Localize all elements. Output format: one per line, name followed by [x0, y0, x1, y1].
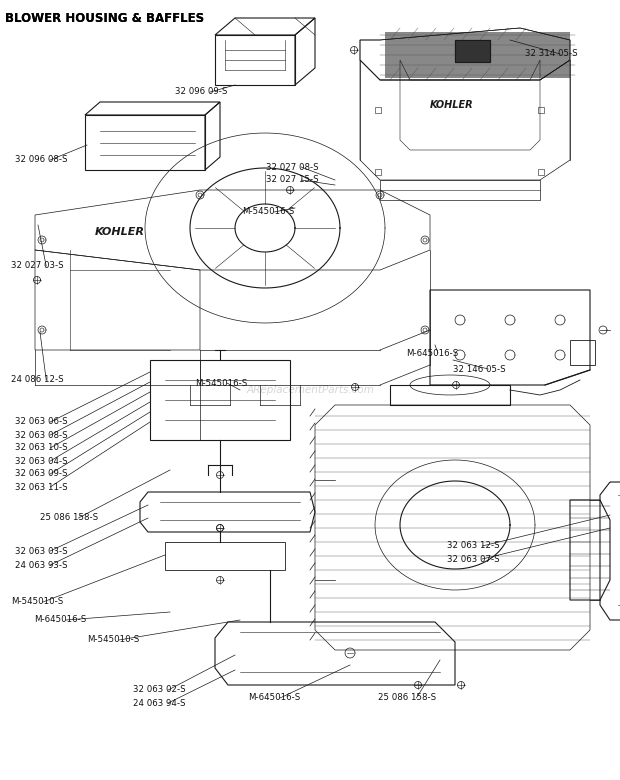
Text: 25 086 158-S: 25 086 158-S [378, 693, 436, 703]
Bar [375, 107, 381, 113]
Polygon shape [455, 40, 490, 62]
Bar [538, 169, 544, 175]
Text: 32 063 12-S: 32 063 12-S [447, 541, 500, 551]
Text: ARéplacementParts.com: ARéplacementParts.com [246, 385, 374, 395]
Text: 32 027 03-S: 32 027 03-S [11, 261, 64, 271]
Text: 32 027 08-S: 32 027 08-S [266, 162, 319, 172]
Text: KOHLER: KOHLER [430, 100, 474, 110]
Text: M-545010-S: M-545010-S [87, 636, 140, 644]
Text: 32 096 08-S: 32 096 08-S [15, 155, 68, 165]
Text: 32 027 15-S: 32 027 15-S [266, 176, 319, 185]
Text: 32 146 05-S: 32 146 05-S [453, 364, 506, 374]
Text: 32 063 04-S: 32 063 04-S [15, 456, 68, 466]
Text: 24 086 12-S: 24 086 12-S [11, 375, 64, 385]
Polygon shape [385, 32, 570, 78]
Bar [375, 169, 381, 175]
Text: KOHLER: KOHLER [95, 227, 145, 237]
Polygon shape [455, 40, 490, 62]
Text: M-645016-S: M-645016-S [34, 615, 86, 625]
Text: 32 096 09-S: 32 096 09-S [175, 87, 228, 97]
Text: M-645016-S: M-645016-S [406, 349, 458, 357]
Text: BLOWER HOUSING & BAFFLES: BLOWER HOUSING & BAFFLES [5, 12, 204, 25]
Text: BLOWER HOUSING & BAFFLES: BLOWER HOUSING & BAFFLES [5, 12, 204, 25]
Text: 32 063 06-S: 32 063 06-S [15, 417, 68, 427]
Text: M-545010-S: M-545010-S [11, 597, 63, 607]
Text: M-645016-S: M-645016-S [248, 693, 300, 703]
Text: 32 063 08-S: 32 063 08-S [15, 431, 68, 439]
Text: 32 063 02-S: 32 063 02-S [133, 686, 185, 694]
Text: M-545016-S: M-545016-S [242, 207, 294, 217]
Text: 32 314 05-S: 32 314 05-S [525, 49, 578, 58]
Text: 32 063 03-S: 32 063 03-S [15, 547, 68, 555]
Bar [538, 107, 544, 113]
Text: 32 063 09-S: 32 063 09-S [15, 470, 68, 478]
Text: 24 063 94-S: 24 063 94-S [133, 699, 185, 707]
Text: 25 086 158-S: 25 086 158-S [40, 513, 98, 523]
Text: 32 063 11-S: 32 063 11-S [15, 483, 68, 491]
Text: 32 063 07-S: 32 063 07-S [447, 555, 500, 563]
Text: 24 063 93-S: 24 063 93-S [15, 561, 68, 569]
Text: 32 063 10-S: 32 063 10-S [15, 444, 68, 452]
Text: M-545016-S: M-545016-S [195, 378, 247, 388]
